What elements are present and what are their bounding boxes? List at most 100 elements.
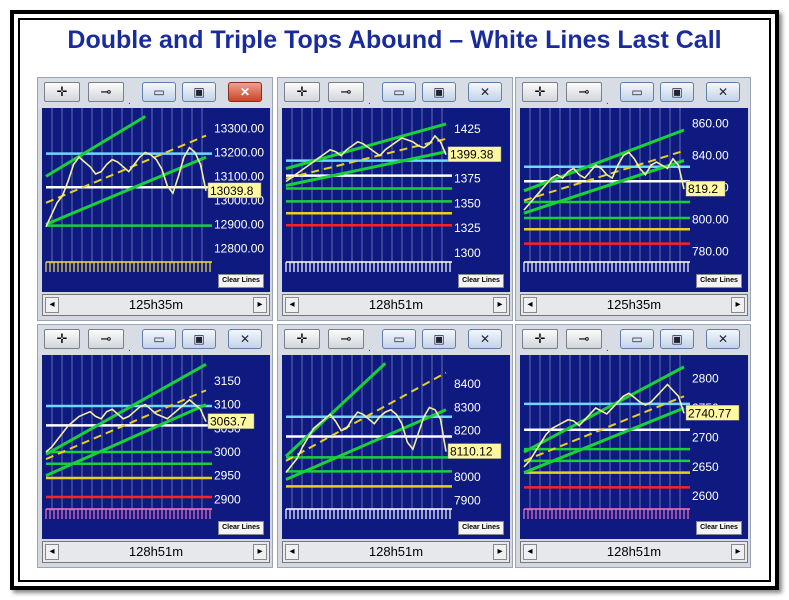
pin-icon[interactable]: ⊸: [566, 82, 602, 102]
clear-lines-button[interactable]: Clear Lines: [458, 521, 504, 535]
y-tick-label: 8200: [454, 424, 481, 438]
time-scrollbar[interactable]: ◂ 125h35m ▸: [520, 294, 748, 316]
scroll-right-icon[interactable]: ▸: [493, 297, 507, 313]
close-button[interactable]: ✕: [228, 329, 262, 349]
close-button[interactable]: ✕: [706, 82, 740, 102]
y-tick-label: 2650: [692, 460, 719, 474]
pin-icon[interactable]: ⊸: [88, 82, 124, 102]
clear-lines-button[interactable]: Clear Lines: [218, 521, 264, 535]
toolbar-separator: .: [606, 96, 609, 107]
scroll-left-icon[interactable]: ◂: [523, 297, 537, 313]
scroll-right-icon[interactable]: ▸: [493, 544, 507, 560]
scroll-left-icon[interactable]: ◂: [45, 297, 59, 313]
maximize-icon: ▣: [193, 332, 205, 346]
scroll-right-icon[interactable]: ▸: [731, 544, 745, 560]
close-button[interactable]: ✕: [468, 329, 502, 349]
price-chart: 8400 8300 8200 8000 7900 8110.12 Clear Lines: [282, 355, 510, 539]
y-tick-label: 1375: [454, 172, 481, 186]
current-price-tag: [685, 405, 740, 421]
time-scrollbar[interactable]: ◂ 128h51m ▸: [282, 541, 510, 563]
trend-line: [45, 115, 147, 178]
maximize-button[interactable]: ▣: [422, 329, 456, 349]
crosshair-move-icon[interactable]: ✛: [44, 329, 80, 349]
crosshair-move-icon[interactable]: ✛: [44, 82, 80, 102]
scroll-left-icon[interactable]: ◂: [285, 544, 299, 560]
scroll-left-icon[interactable]: ◂: [45, 544, 59, 560]
pin-icon[interactable]: ⊸: [566, 329, 602, 349]
chart-window-5: ✛ ⊸. ▭ ▣ ✕ 8400 8300 8200 8000 7900 8110.12 Clear L…: [277, 324, 513, 568]
crosshair-move-icon[interactable]: ✛: [522, 82, 558, 102]
maximize-button[interactable]: ▣: [182, 329, 216, 349]
maximize-button[interactable]: ▣: [182, 82, 216, 102]
clear-lines-button[interactable]: Clear Lines: [696, 521, 742, 535]
maximize-icon: ▣: [671, 85, 683, 99]
window-toolbar: ✛ ⊸. ▭ ▣ ✕: [278, 78, 512, 108]
minimize-button[interactable]: ▭: [620, 82, 654, 102]
pin-icon[interactable]: ⊸: [88, 329, 124, 349]
close-icon: ✕: [717, 332, 729, 346]
chart-window-4: ✛⊸.▭▣✕3150310030503000295029003063.7Clea…: [37, 324, 273, 568]
crosshair-move-icon[interactable]: ✛: [522, 329, 558, 349]
current-price-tag: [207, 413, 255, 429]
trend-line: [45, 155, 207, 226]
time-scrollbar[interactable]: ◂ 128h51m ▸: [282, 294, 510, 316]
close-button[interactable]: ✕: [468, 82, 502, 102]
close-button[interactable]: ✕: [706, 329, 740, 349]
y-tick-label: 3100: [214, 398, 241, 412]
y-tick-label: 860.00: [692, 117, 729, 131]
window-toolbar: ✛ ⊸. ▭ ▣ ✕: [278, 325, 512, 355]
trend-line: [523, 128, 685, 193]
clear-lines-button[interactable]: Clear Lines: [458, 274, 504, 288]
minimize-button[interactable]: ▭: [142, 329, 176, 349]
pin-icon[interactable]: ⊸: [328, 329, 364, 349]
maximize-icon: ▣: [671, 332, 683, 346]
trend-line: [285, 150, 447, 187]
clear-lines-button[interactable]: Clear Lines: [696, 274, 742, 288]
minimize-button[interactable]: ▭: [142, 82, 176, 102]
current-price-value: 8110.12: [450, 445, 493, 459]
time-scrollbar[interactable]: ◂ 125h35m ▸: [42, 294, 270, 316]
scroll-right-icon[interactable]: ▸: [253, 544, 267, 560]
scroll-left-icon[interactable]: ◂: [523, 544, 537, 560]
time-scrollbar[interactable]: ◂ 128h51m ▸: [520, 541, 748, 563]
price-series-line: [523, 383, 685, 468]
minimize-icon: ▭: [393, 332, 405, 346]
crosshair-move-icon[interactable]: ✛: [284, 329, 320, 349]
toolbar-separator: .: [128, 96, 131, 107]
close-button[interactable]: ✕: [228, 82, 262, 102]
crosshair-move-icon[interactable]: ✛: [284, 82, 320, 102]
clear-lines-button[interactable]: Clear Lines: [218, 274, 264, 288]
window-toolbar: ✛ ⊸. ▭ ▣ ✕: [516, 78, 750, 108]
timeframe-label: 128h51m: [128, 544, 184, 559]
trend-line: [285, 408, 447, 481]
scroll-left-icon[interactable]: ◂: [285, 297, 299, 313]
timeframe-label: 128h51m: [368, 544, 424, 559]
pin-icon[interactable]: ⊸: [328, 82, 364, 102]
minimize-button[interactable]: ▭: [620, 329, 654, 349]
time-scrollbar[interactable]: ◂ 128h51m ▸: [42, 541, 270, 563]
scroll-right-icon[interactable]: ▸: [731, 297, 745, 313]
scroll-right-icon[interactable]: ▸: [253, 297, 267, 313]
minimize-button[interactable]: ▭: [382, 329, 416, 349]
maximize-button[interactable]: ▣: [660, 329, 694, 349]
price-series-line: [285, 406, 447, 473]
close-icon: ✕: [239, 332, 251, 346]
price-series-line: [45, 146, 207, 228]
y-tick-label: 1350: [454, 196, 481, 210]
timeframe-label: 125h35m: [128, 297, 184, 312]
current-price-tag: [447, 146, 502, 162]
timeframe-label: 128h51m: [606, 544, 662, 559]
y-tick-label: 12800.00: [214, 241, 264, 255]
trend-line: [523, 365, 685, 454]
maximize-button[interactable]: ▣: [660, 82, 694, 102]
maximize-icon: ▣: [433, 85, 445, 99]
price-chart-svg: 1425140013751350132513001399.38: [285, 108, 502, 272]
minimize-button[interactable]: ▭: [382, 82, 416, 102]
minimize-icon: ▭: [153, 85, 165, 99]
trend-line: [523, 395, 685, 462]
y-tick-label: 800.00: [692, 213, 729, 227]
maximize-button[interactable]: ▣: [422, 82, 456, 102]
minimize-icon: ▭: [393, 85, 405, 99]
price-chart: 13300.00 13200.00 13100.00 13000.00 12900.00…: [42, 108, 270, 292]
